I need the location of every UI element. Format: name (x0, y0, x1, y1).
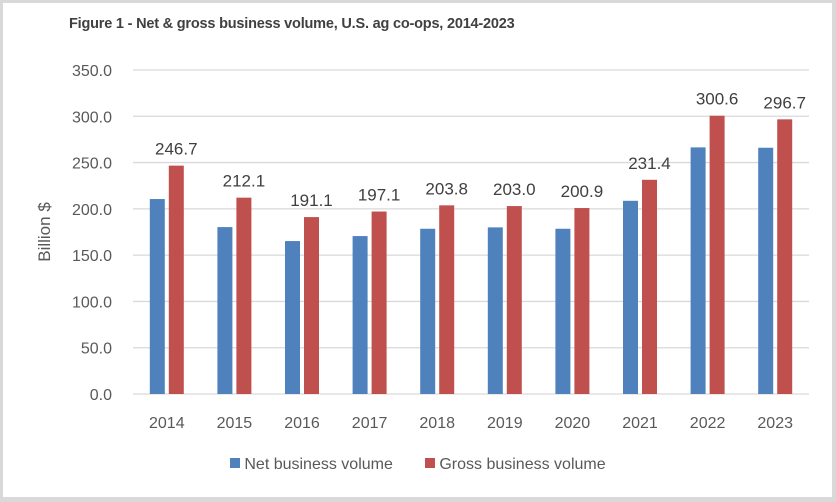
bars (149, 115, 793, 394)
x-tick-label: 2023 (757, 415, 793, 432)
y-axis-ticks: 0.0 50.0 100.0 150.0 200.0 250.0 300.0 350.0 (72, 63, 112, 404)
bar-net (149, 199, 165, 394)
bar-gross (168, 165, 184, 394)
data-label: 200.9 (561, 182, 604, 201)
y-tick-label: 100.0 (72, 294, 112, 311)
data-label: 300.6 (696, 90, 739, 109)
bar-net (285, 241, 300, 394)
x-tick-label: 2019 (487, 415, 523, 432)
data-labels: 246.7 212.1 191.1 197.1 203.8 203.0 200.9 231.4… (155, 90, 806, 210)
gridlines (133, 69, 809, 395)
bar-gross (574, 208, 590, 394)
x-tick-label: 2017 (352, 415, 388, 432)
y-tick-label: 350.0 (72, 63, 112, 80)
bar-net (623, 200, 638, 394)
legend-swatch-gross (425, 458, 436, 468)
legend-item-gross: Gross business volume (425, 456, 606, 474)
legend-label-net: Net business volume (244, 456, 393, 473)
bar-net (217, 227, 233, 394)
data-label: 203.0 (493, 180, 536, 199)
bar-gross (506, 206, 522, 394)
bar-net (758, 147, 774, 394)
y-tick-label: 250.0 (72, 156, 112, 173)
legend-item-net: Net business volume (230, 456, 393, 474)
bar-gross (236, 197, 252, 394)
x-tick-label: 2015 (217, 415, 253, 432)
legend-swatch-net (230, 458, 241, 468)
y-axis-label: Billion $ (35, 202, 54, 262)
data-label: 296.7 (763, 93, 806, 112)
bar-gross (371, 211, 387, 394)
chart-title: Figure 1 - Net & gross business volume, … (69, 16, 515, 32)
x-tick-label: 2022 (690, 415, 726, 432)
bar-gross (304, 217, 319, 394)
bar-gross (709, 115, 725, 394)
bar-net (352, 236, 368, 394)
data-label: 203.8 (425, 179, 468, 198)
bar-net (420, 228, 436, 394)
y-tick-label: 200.0 (72, 202, 112, 219)
bar-net (555, 228, 571, 394)
x-tick-label: 2020 (555, 415, 591, 432)
x-tick-label: 2014 (149, 415, 185, 432)
x-tick-label: 2016 (284, 415, 320, 432)
data-label: 197.1 (358, 186, 401, 205)
legend-label-gross: Gross business volume (439, 456, 606, 473)
y-tick-label: 50.0 (81, 341, 112, 358)
bar-gross (642, 179, 657, 394)
y-tick-label: 150.0 (72, 248, 112, 265)
data-label: 212.1 (223, 172, 266, 191)
bar-net (690, 147, 706, 394)
data-label: 191.1 (290, 191, 333, 210)
data-label: 231.4 (628, 154, 671, 173)
y-tick-label: 300.0 (72, 109, 112, 126)
bar-gross (777, 119, 793, 394)
legend: Net business volume Gross business volum… (0, 456, 836, 474)
x-tick-label: 2021 (622, 415, 658, 432)
x-tick-label: 2018 (419, 415, 455, 432)
bar-net (487, 227, 503, 394)
x-axis-ticks: 2014 2015 2016 2017 2018 2019 2020 2021 2022 2023 (149, 415, 793, 432)
y-tick-label: 0.0 (90, 387, 112, 404)
data-label: 246.7 (155, 140, 198, 159)
bar-gross (439, 205, 455, 394)
